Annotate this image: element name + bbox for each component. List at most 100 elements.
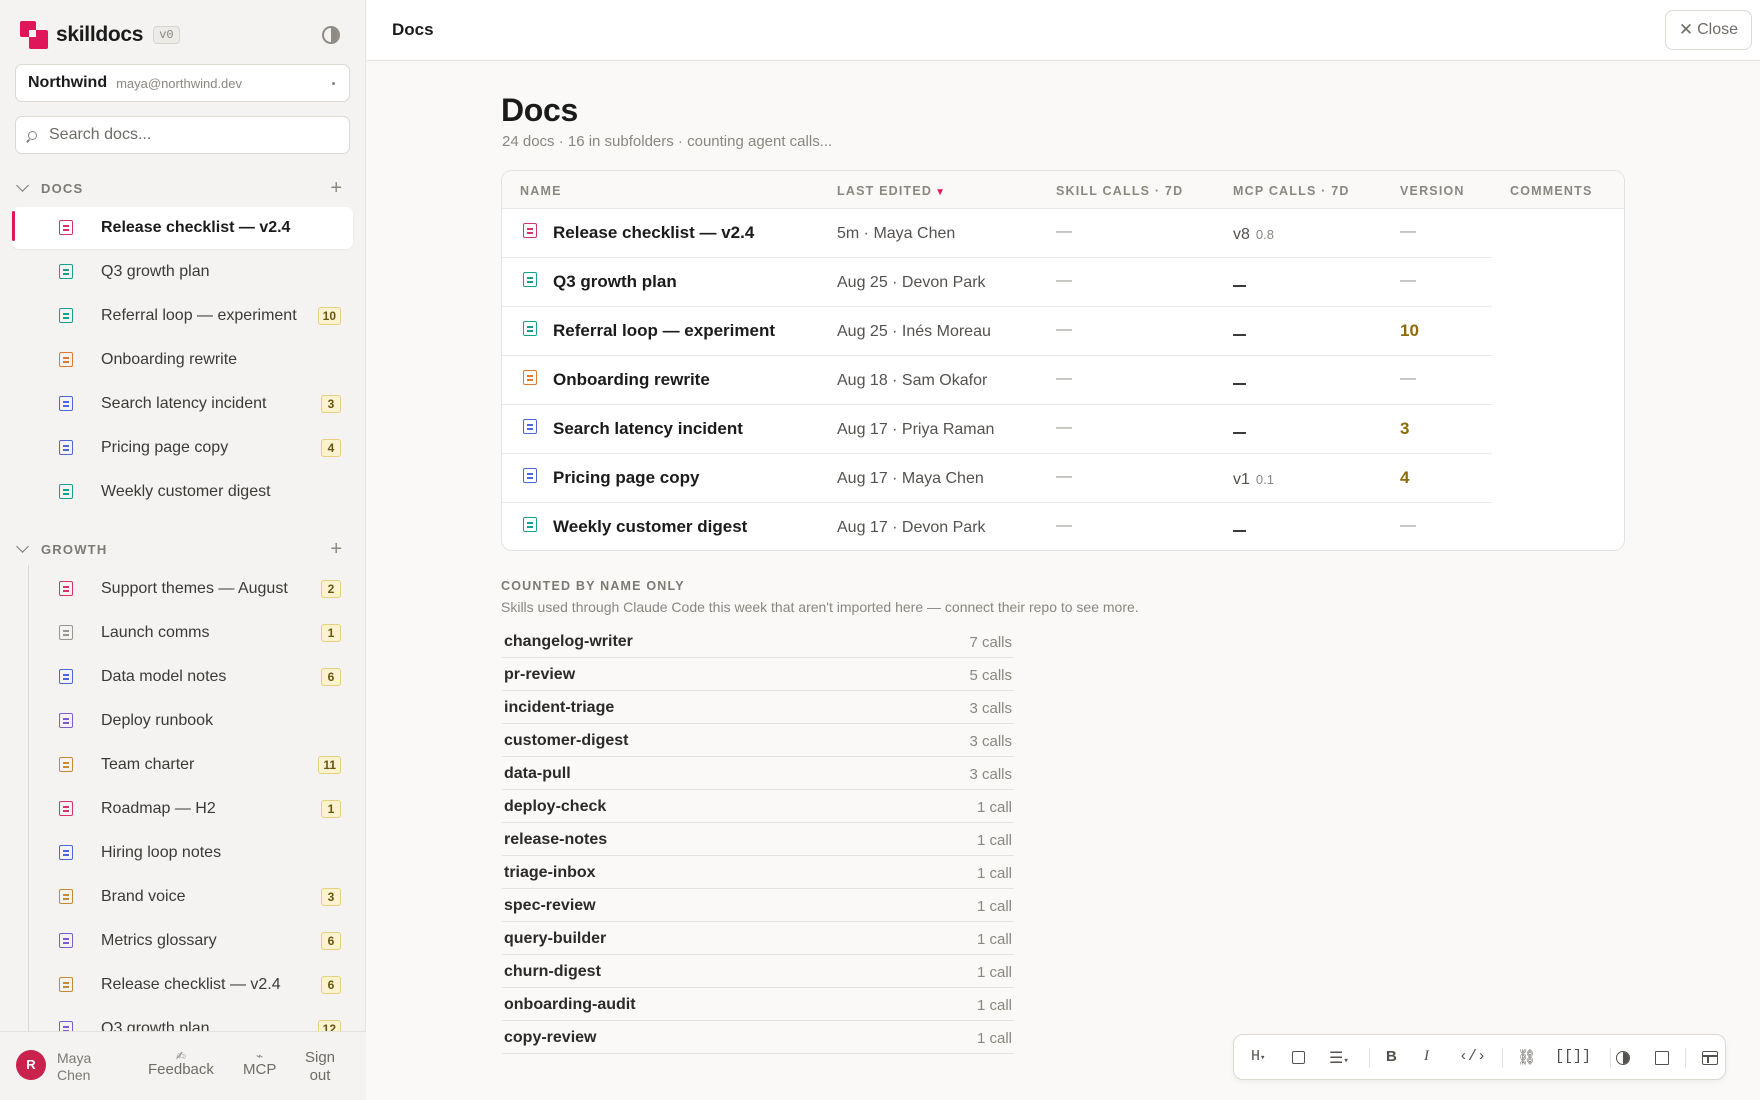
doc-icon	[523, 321, 537, 336]
skill-row[interactable]: copy-review 1 call	[502, 1021, 1014, 1054]
skill-row[interactable]: deploy-check 1 call	[502, 790, 1014, 823]
doc-name[interactable]: Q3 growth plan	[553, 272, 677, 291]
skill-row[interactable]: churn-digest 1 call	[502, 955, 1014, 988]
link-icon[interactable]: ⛓	[1517, 1050, 1537, 1067]
doc-icon	[59, 801, 73, 816]
skill-name: onboarding-audit	[504, 996, 636, 1013]
sidebar-item[interactable]: Brand voice 3	[12, 876, 353, 918]
sidebar-item[interactable]: Q3 growth plan	[12, 251, 353, 293]
comment-count-badge: 1	[321, 624, 341, 642]
col-skill-calls[interactable]: SKILL CALLS · 7D	[1056, 184, 1184, 198]
sidebar-item[interactable]: Release checklist — v2.4 6	[12, 964, 353, 1006]
fullscreen-icon[interactable]	[1655, 1051, 1669, 1065]
checklist-icon[interactable]	[1292, 1051, 1305, 1064]
table-row[interactable]: Release checklist — v2.4 5m · Maya Chen — v…	[502, 209, 1624, 258]
sidebar-item[interactable]: Referral loop — experiment 10	[12, 295, 353, 337]
mcp-button[interactable]: ⌁ MCP	[243, 1047, 276, 1079]
section-docs[interactable]: DOCS +	[16, 177, 348, 199]
col-last-edited[interactable]: LAST EDITED ▼	[837, 184, 946, 198]
sidebar-item[interactable]: Pricing page copy 4	[12, 427, 353, 469]
bold-icon[interactable]: B	[1386, 1048, 1397, 1065]
table-row[interactable]: Weekly customer digest Aug 17 · Devon Par…	[502, 503, 1624, 550]
sidebar-item[interactable]: Roadmap — H2 1	[12, 788, 353, 830]
doc-name[interactable]: Onboarding rewrite	[553, 370, 710, 389]
add-doc-icon[interactable]: +	[330, 177, 342, 199]
sign-out-button[interactable]: Sign out	[302, 1049, 338, 1085]
comment-count-badge: 2	[321, 580, 341, 598]
skill-name: customer-digest	[504, 732, 629, 749]
row-divider	[820, 306, 1492, 307]
mcp-calls	[1233, 422, 1246, 440]
sidebar-item[interactable]: Search latency incident 3	[12, 383, 353, 425]
table-row[interactable]: Q3 growth plan Aug 25 · Devon Park — —	[502, 258, 1624, 307]
name-cell	[502, 405, 820, 454]
heading-button[interactable]: H▾	[1251, 1048, 1265, 1065]
table-row[interactable]: Onboarding rewrite Aug 18 · Sam Okafor — —	[502, 356, 1624, 405]
skill-row[interactable]: changelog-writer 7 calls	[502, 625, 1014, 658]
row-divider	[820, 257, 1492, 258]
section-growth[interactable]: GROWTH +	[16, 538, 348, 560]
comment-count-badge: 3	[321, 888, 341, 906]
doc-name[interactable]: Referral loop — experiment	[553, 321, 776, 340]
italic-icon[interactable]: I	[1424, 1048, 1429, 1064]
contrast-icon[interactable]	[1616, 1051, 1630, 1065]
sidebar-item[interactable]: Team charter 11	[12, 744, 353, 786]
doc-name[interactable]: Weekly customer digest	[553, 517, 748, 536]
workspace-switcher[interactable]: Northwind maya@northwind.dev	[15, 64, 350, 102]
table-icon[interactable]	[1702, 1051, 1718, 1065]
sidebar-item[interactable]: Weekly customer digest	[12, 471, 353, 513]
col-mcp-calls[interactable]: MCP CALLS · 7D	[1233, 184, 1350, 198]
skill-row[interactable]: release-notes 1 call	[502, 823, 1014, 856]
add-doc-icon[interactable]: +	[330, 538, 342, 560]
skill-row[interactable]: query-builder 1 call	[502, 922, 1014, 955]
code-icon[interactable]: ‹/›	[1459, 1048, 1487, 1065]
doc-name[interactable]: Pricing page copy	[553, 468, 700, 487]
bullet-list-icon[interactable]: ☰▾	[1329, 1050, 1349, 1068]
avatar[interactable]: R	[16, 1050, 46, 1080]
toolbar-divider	[1369, 1048, 1370, 1068]
sidebar-item[interactable]: Hiring loop notes	[12, 832, 353, 874]
skill-row[interactable]: incident-triage 3 calls	[502, 691, 1014, 724]
col-version[interactable]: VERSION	[1400, 184, 1465, 198]
skill-call-count: 7 calls	[969, 634, 1012, 651]
row-divider	[820, 453, 1492, 454]
skill-row[interactable]: data-pull 3 calls	[502, 757, 1014, 790]
col-name[interactable]: NAME	[520, 184, 562, 198]
sidebar-item[interactable]: Metrics glossary 6	[12, 920, 353, 962]
skill-name: copy-review	[504, 1029, 597, 1046]
skill-row[interactable]: triage-inbox 1 call	[502, 856, 1014, 889]
sidebar-item[interactable]: Deploy runbook	[12, 700, 353, 742]
search-box[interactable]	[15, 116, 350, 154]
wikilink-icon[interactable]: [[]]	[1555, 1048, 1592, 1065]
skill-name: incident-triage	[504, 699, 615, 716]
sidebar-item[interactable]: Data model notes 6	[12, 656, 353, 698]
doc-icon	[59, 581, 73, 596]
col-comments[interactable]: COMMENTS	[1510, 184, 1593, 198]
doc-name[interactable]: Release checklist — v2.4	[553, 223, 755, 242]
skill-row[interactable]: pr-review 5 calls	[502, 658, 1014, 691]
version-value: 10	[1400, 321, 1419, 340]
mcp-label: MCP	[243, 1061, 277, 1078]
plug-icon: ⌁	[256, 1049, 264, 1063]
feedback-button[interactable]: ✍ Feedback	[148, 1047, 214, 1079]
skill-row[interactable]: customer-digest 3 calls	[502, 724, 1014, 757]
close-button[interactable]: ✕ Close	[1664, 10, 1752, 50]
sidebar-item[interactable]: Release checklist — v2.4	[12, 207, 353, 249]
skill-call-count: 1 call	[976, 898, 1012, 915]
skill-row[interactable]: onboarding-audit 1 call	[502, 988, 1014, 1021]
doc-icon	[59, 440, 73, 455]
doc-name[interactable]: Search latency incident	[553, 419, 743, 438]
brand[interactable]: skilldocs v0	[20, 20, 180, 50]
search-input[interactable]	[49, 126, 329, 144]
doc-icon	[59, 845, 73, 860]
sidebar-item[interactable]: Support themes — August 2	[12, 568, 353, 610]
table-row[interactable]: Referral loop — experiment Aug 25 · Inés …	[502, 307, 1624, 356]
sidebar-item[interactable]: Launch comms 1	[12, 612, 353, 654]
table-row[interactable]: Pricing page copy Aug 17 · Maya Chen — v1 0.…	[502, 454, 1624, 503]
table-row[interactable]: Search latency incident Aug 17 · Priya Ra…	[502, 405, 1624, 454]
skill-row[interactable]: spec-review 1 call	[502, 889, 1014, 922]
counted-heading: COUNTED BY NAME ONLY	[501, 579, 685, 593]
theme-toggle-icon[interactable]	[322, 26, 340, 44]
sidebar-item[interactable]: Onboarding rewrite	[12, 339, 353, 381]
skill-call-count: 3 calls	[969, 700, 1012, 717]
